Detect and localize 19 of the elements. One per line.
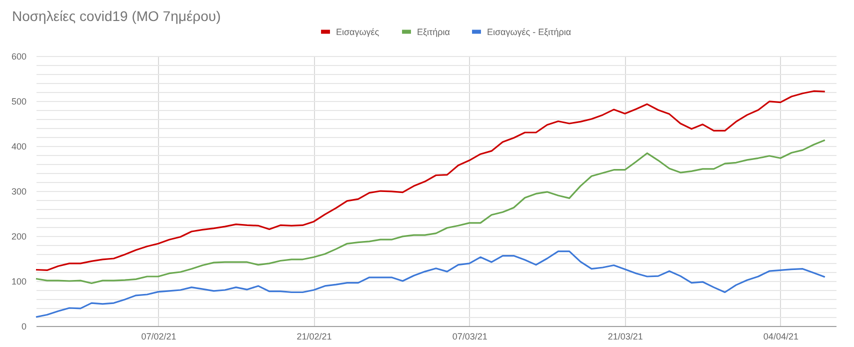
y-tick-label: 300 xyxy=(11,186,26,196)
y-tick-label: 200 xyxy=(11,232,26,242)
legend-label: Εισαγωγές xyxy=(336,26,380,37)
y-tick-label: 100 xyxy=(11,276,26,286)
x-tick-label: 04/04/21 xyxy=(763,332,798,342)
legend-label: Εξιτήρια xyxy=(417,26,450,37)
x-tick-label: 21/02/21 xyxy=(296,332,332,342)
line-series xyxy=(35,250,826,318)
y-tick-label: 600 xyxy=(11,52,26,62)
chart-title: Νοσηλείες covid19 (ΜΟ 7ημέρου) xyxy=(12,8,221,24)
y-tick-label: 400 xyxy=(11,142,26,152)
y-tick-label: 0 xyxy=(21,322,26,332)
x-tick-label: 21/03/21 xyxy=(608,332,643,342)
x-tick-label: 07/02/21 xyxy=(141,332,176,342)
line-series xyxy=(35,139,826,284)
line-series xyxy=(35,90,826,271)
legend-label: Εισαγωγές - Εξιτήρια xyxy=(487,26,572,37)
y-tick-label: 500 xyxy=(11,96,26,106)
x-tick-label: 07/03/21 xyxy=(452,332,488,342)
